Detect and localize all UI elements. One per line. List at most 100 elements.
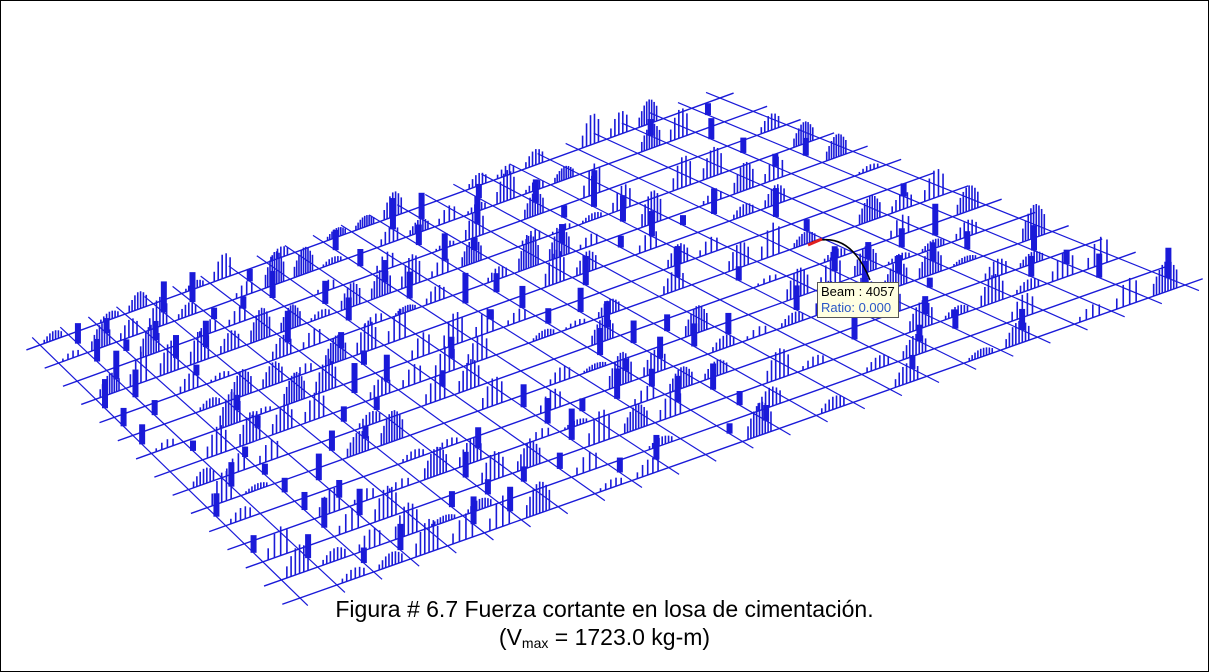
beam-line (396, 204, 791, 436)
shear-block (772, 153, 779, 167)
shear-block (597, 327, 604, 356)
shear-block (591, 170, 598, 182)
shear-block (679, 215, 686, 226)
beam-line (368, 214, 754, 449)
shear-block (561, 205, 568, 218)
beam-line (621, 122, 1088, 331)
tooltip: Beam : 4057 Ratio: 0.000 (817, 282, 899, 318)
shear-block (305, 534, 312, 559)
shear-block (202, 320, 209, 348)
shear-block (470, 496, 477, 525)
shear-block (301, 491, 308, 511)
selected-beam (807, 237, 823, 247)
shear-block (556, 452, 563, 469)
shear-block (726, 423, 733, 434)
shear-block (520, 384, 527, 408)
shear-block (448, 336, 455, 359)
shear-block (630, 320, 637, 344)
beam-line (228, 265, 569, 515)
shear-block (493, 273, 500, 293)
shear-block (357, 248, 364, 267)
shear-block (340, 406, 347, 422)
shear-block (674, 375, 681, 403)
caption-line-1: Figura # 6.7 Fuerza cortante en losa de … (335, 596, 874, 622)
shear-block (281, 477, 288, 493)
shear-block (916, 324, 923, 342)
shear-block (559, 224, 566, 244)
shear-block (397, 523, 404, 551)
shear-block (151, 400, 158, 416)
beam-line (565, 142, 1014, 357)
shear-block (579, 398, 586, 412)
caption-prefix: (V (498, 624, 522, 650)
shear-block (345, 297, 352, 321)
beam-line (31, 336, 309, 607)
shear-block (653, 434, 660, 460)
shear-block (1028, 255, 1035, 277)
shear-block (803, 219, 810, 232)
shear-block (725, 312, 732, 335)
shear-block (439, 370, 446, 387)
shear-block (657, 336, 664, 359)
beam-line (116, 306, 420, 567)
shear-block (532, 179, 539, 203)
shear-block (261, 463, 268, 475)
shear-block (851, 310, 858, 340)
shear-block (360, 547, 367, 564)
beam-line (144, 296, 457, 554)
shear-block (909, 354, 916, 369)
shear-block (896, 255, 903, 274)
tooltip-title: Beam : 4057 (821, 284, 895, 299)
shear-block (793, 285, 800, 310)
shear-block (619, 195, 626, 222)
shear-block (336, 479, 343, 498)
shear-block (691, 323, 698, 347)
shear-block (831, 246, 838, 272)
shear-block (254, 415, 261, 428)
shear-block (269, 270, 276, 299)
shear-block (614, 368, 621, 399)
shear-block (213, 493, 220, 517)
structural-model-view (26, 91, 1203, 607)
shear-block (591, 175, 598, 207)
shear-block (735, 266, 742, 281)
shear-block (242, 446, 249, 458)
caption-suffix: = 1723.0 kg-m) (548, 624, 711, 650)
shear-block (475, 183, 482, 199)
shear-block (736, 391, 743, 406)
shear-block (315, 453, 322, 481)
shear-block (234, 394, 241, 411)
beam-line (537, 153, 977, 370)
shear-block (373, 396, 380, 410)
shear-block (475, 427, 482, 449)
shear-block (406, 271, 413, 299)
shear-block (462, 451, 469, 478)
shear-block (474, 195, 481, 224)
beam-line (284, 245, 643, 488)
shear-block (952, 309, 959, 329)
shear-block (123, 339, 130, 351)
shear-block (964, 231, 971, 250)
shear-block (772, 188, 779, 217)
beam-line (340, 224, 717, 462)
shear-block (113, 350, 120, 380)
shear-block (763, 405, 770, 421)
beam-line (649, 112, 1125, 318)
shear-block (802, 137, 809, 156)
shear-block (1063, 249, 1070, 265)
beam-line (481, 173, 903, 397)
shear-block (132, 369, 139, 398)
shear-block (360, 350, 367, 365)
shear-block (250, 535, 257, 553)
shear-block (617, 235, 624, 248)
shear-block (383, 354, 390, 382)
beam-line (87, 316, 383, 580)
shear-block (228, 462, 235, 487)
beam-line (593, 132, 1051, 344)
shear-block (740, 137, 747, 153)
beam-line (453, 183, 866, 410)
shear-block (545, 308, 552, 324)
shear-block (160, 281, 167, 313)
shear-block (74, 323, 81, 344)
shear-block (1165, 247, 1172, 279)
